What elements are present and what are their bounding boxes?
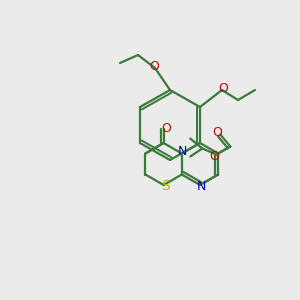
Text: O: O <box>162 122 172 134</box>
Text: S: S <box>161 179 170 193</box>
Text: O: O <box>149 61 159 74</box>
Text: N: N <box>178 145 188 158</box>
Text: O: O <box>212 126 222 139</box>
Text: O: O <box>218 82 228 95</box>
Text: N: N <box>196 181 206 194</box>
Text: O: O <box>209 150 219 163</box>
